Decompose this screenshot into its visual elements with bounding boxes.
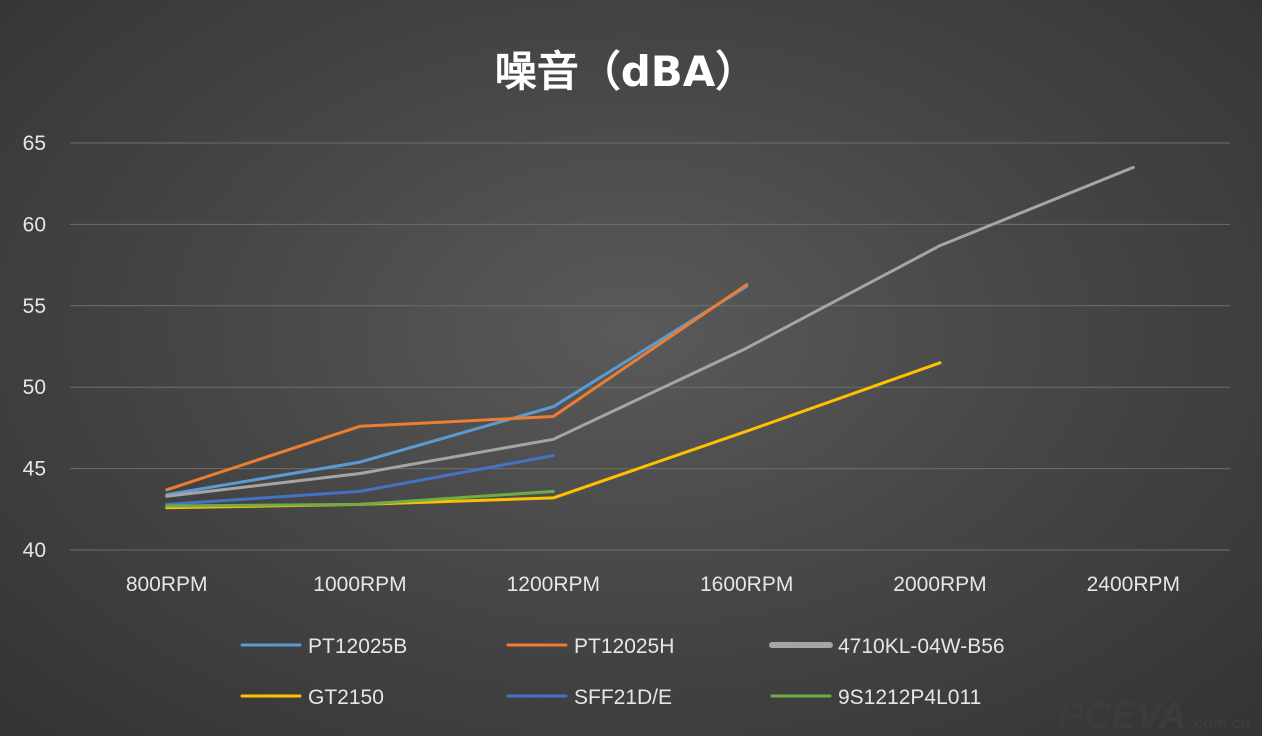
watermark-domain: .com.cn <box>1190 715 1251 732</box>
x-tick-label: 1200RPM <box>507 573 600 596</box>
watermark-brand: PCEVA <box>1058 695 1186 736</box>
legend-label: 9S1212P4L011 <box>838 686 981 709</box>
x-tick-label: 2000RPM <box>893 573 986 596</box>
legend-label: PT12025H <box>574 635 674 658</box>
gridlines <box>70 142 1230 551</box>
series-line-5 <box>165 489 555 508</box>
series-line-0 <box>165 284 749 497</box>
x-tick-label: 2400RPM <box>1087 573 1180 596</box>
y-tick-label: 55 <box>23 295 46 318</box>
y-tick-label: 40 <box>23 539 46 562</box>
watermark: PCEVA .com.cn <box>1058 695 1251 736</box>
x-tick-label: 1000RPM <box>313 573 406 596</box>
y-tick-label: 60 <box>23 213 46 236</box>
x-tick-label: 800RPM <box>126 573 208 596</box>
x-axis-ticks: 800RPM 1000RPM 1200RPM 1600RPM 2000RPM 2400RP… <box>126 573 1180 596</box>
series-line-1 <box>165 283 749 492</box>
series-line-2 <box>165 165 1135 498</box>
chart-title: 噪音（dBA） <box>495 47 758 96</box>
legend: PT12025B PT12025H 4710KL-04W-B56 GT2150 SFF2… <box>240 635 1005 709</box>
legend-label: GT2150 <box>308 686 384 709</box>
legend-label: SFF21D/E <box>574 686 672 709</box>
legend-label: PT12025B <box>308 635 407 658</box>
series-line-4 <box>165 454 555 506</box>
x-tick-label: 1600RPM <box>700 573 793 596</box>
y-tick-label: 45 <box>23 458 46 481</box>
y-tick-label: 65 <box>23 132 46 155</box>
legend-label: 4710KL-04W-B56 <box>838 635 1005 658</box>
y-axis-ticks: 40 45 50 55 60 65 <box>23 132 46 562</box>
series-lines <box>165 165 1135 510</box>
y-tick-label: 50 <box>23 376 46 399</box>
series-line-3 <box>165 361 942 510</box>
